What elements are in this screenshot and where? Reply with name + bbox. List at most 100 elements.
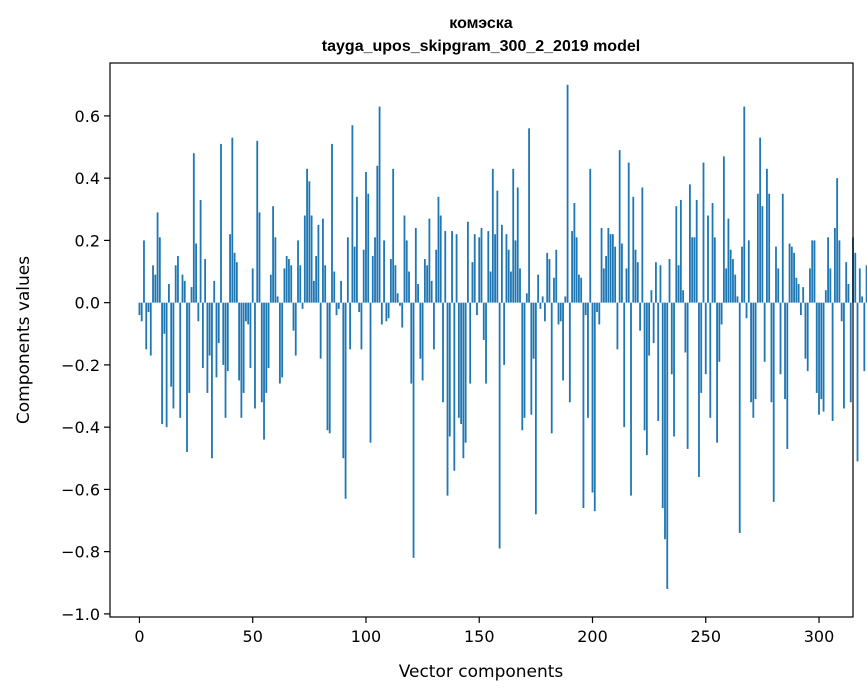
bar: [582, 302, 585, 509]
bar: [512, 168, 515, 303]
bar: [836, 178, 839, 303]
bar: [433, 302, 435, 350]
bar: [401, 302, 404, 328]
bar: [324, 265, 327, 303]
bar: [759, 137, 762, 303]
bar: [734, 274, 737, 303]
bar: [598, 302, 601, 325]
bar: [342, 302, 345, 459]
bar: [602, 268, 605, 303]
bar: [516, 187, 519, 303]
bar: [211, 302, 213, 459]
x-tick-label: 0: [134, 627, 144, 646]
bar: [224, 302, 227, 418]
bar: [865, 265, 867, 303]
bar: [213, 280, 216, 303]
bar: [729, 249, 732, 303]
bar: [204, 259, 207, 303]
bar: [550, 302, 553, 434]
bar: [843, 302, 845, 409]
bar: [274, 237, 277, 303]
bar: [442, 302, 444, 403]
bar: [222, 302, 225, 365]
bar: [389, 259, 392, 303]
bar: [419, 302, 422, 359]
bar: [682, 290, 685, 303]
bar: [718, 302, 721, 362]
bar: [804, 302, 807, 359]
bar: [641, 187, 644, 303]
bar: [747, 240, 750, 303]
bar: [514, 240, 517, 303]
bar: [698, 302, 700, 477]
bar: [584, 302, 587, 316]
bar: [238, 302, 241, 381]
bar: [553, 277, 555, 303]
bar: [562, 302, 564, 381]
bar: [371, 255, 374, 303]
bar: [716, 302, 718, 443]
bar: [396, 293, 399, 303]
bar: [233, 252, 236, 303]
bar: [308, 181, 311, 303]
bar: [285, 255, 288, 303]
bar: [292, 302, 295, 331]
bar: [636, 262, 639, 303]
bar: [269, 274, 272, 303]
bar: [752, 302, 755, 418]
bar: [408, 271, 410, 303]
bar: [650, 290, 653, 303]
bar: [745, 302, 748, 319]
y-tick-label: 0.6: [75, 107, 100, 126]
bar: [337, 302, 340, 309]
bar: [772, 302, 775, 502]
bar: [491, 168, 494, 303]
bar: [220, 143, 222, 303]
bar: [362, 249, 365, 303]
bar: [312, 280, 315, 303]
bar: [267, 302, 270, 369]
bar: [856, 302, 859, 462]
bar: [421, 302, 424, 381]
bar: [578, 274, 580, 303]
chart-title-line2: tayga_upos_skipgram_300_2_2019 model: [322, 38, 640, 55]
bar: [614, 246, 617, 303]
bar: [272, 206, 274, 303]
bar: [365, 171, 367, 303]
bar: [455, 234, 458, 303]
bar: [288, 259, 290, 303]
bar: [600, 227, 603, 303]
bar: [469, 302, 472, 384]
bar: [294, 302, 297, 356]
bar: [437, 196, 440, 303]
bar: [183, 280, 186, 303]
bar: [546, 252, 549, 303]
bar: [496, 190, 499, 303]
bar: [661, 302, 664, 509]
bar: [770, 302, 773, 403]
chart-title-line1: комэска: [449, 15, 513, 32]
bar: [161, 302, 163, 425]
bar: [201, 302, 204, 369]
bar: [621, 243, 623, 303]
bar: [768, 193, 771, 303]
bar: [591, 302, 594, 493]
bar: [809, 268, 811, 303]
bar: [471, 262, 474, 303]
bar: [190, 287, 193, 303]
bar: [555, 249, 558, 303]
bar: [863, 302, 866, 372]
bar: [301, 302, 304, 309]
bar: [448, 302, 451, 437]
bar: [655, 262, 657, 303]
bar: [627, 162, 630, 303]
bar: [831, 302, 834, 421]
bar: [177, 255, 179, 303]
bar: [152, 265, 154, 303]
bar: [154, 274, 157, 303]
bar: [754, 302, 757, 400]
bar: [467, 221, 469, 303]
bar: [589, 168, 592, 303]
bar: [838, 240, 841, 303]
bar: [761, 206, 764, 303]
